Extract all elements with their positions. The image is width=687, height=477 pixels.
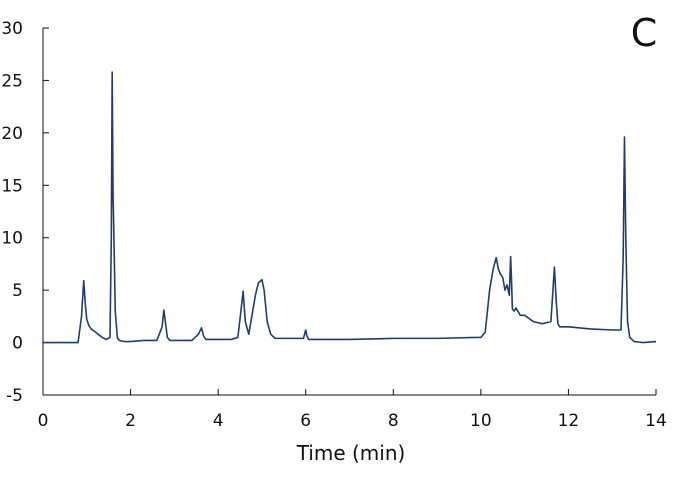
x-tick-label: 0 [38,411,49,431]
y-tick-label: 25 [1,71,23,91]
y-tick-label: 10 [1,229,23,249]
y-tick-label: 20 [1,124,23,144]
x-tick-label: 8 [388,411,399,431]
y-axis-ticks: -5 0 5 10 15 20 25 30 [1,19,49,406]
x-tick-label: 4 [213,411,224,431]
y-tick-label: 30 [1,19,23,39]
y-tick-label: -5 [6,386,23,406]
x-tick-label: 12 [558,411,580,431]
axes: -5 0 5 10 15 20 25 30 0 2 4 6 8 10 12 14 [1,19,666,431]
panel-label: C [631,11,658,55]
y-tick-label: 0 [12,334,23,354]
chromatogram-trace [43,71,657,344]
x-tick-label: 14 [645,411,667,431]
x-tick-label: 10 [470,411,492,431]
x-axis-title: Time (min) [296,441,406,465]
y-tick-label: 5 [12,281,23,301]
x-tick-label: 6 [300,411,311,431]
x-axis-ticks: 0 2 4 6 8 10 12 14 [38,389,667,431]
y-tick-label: 15 [1,176,23,196]
x-tick-label: 2 [125,411,136,431]
